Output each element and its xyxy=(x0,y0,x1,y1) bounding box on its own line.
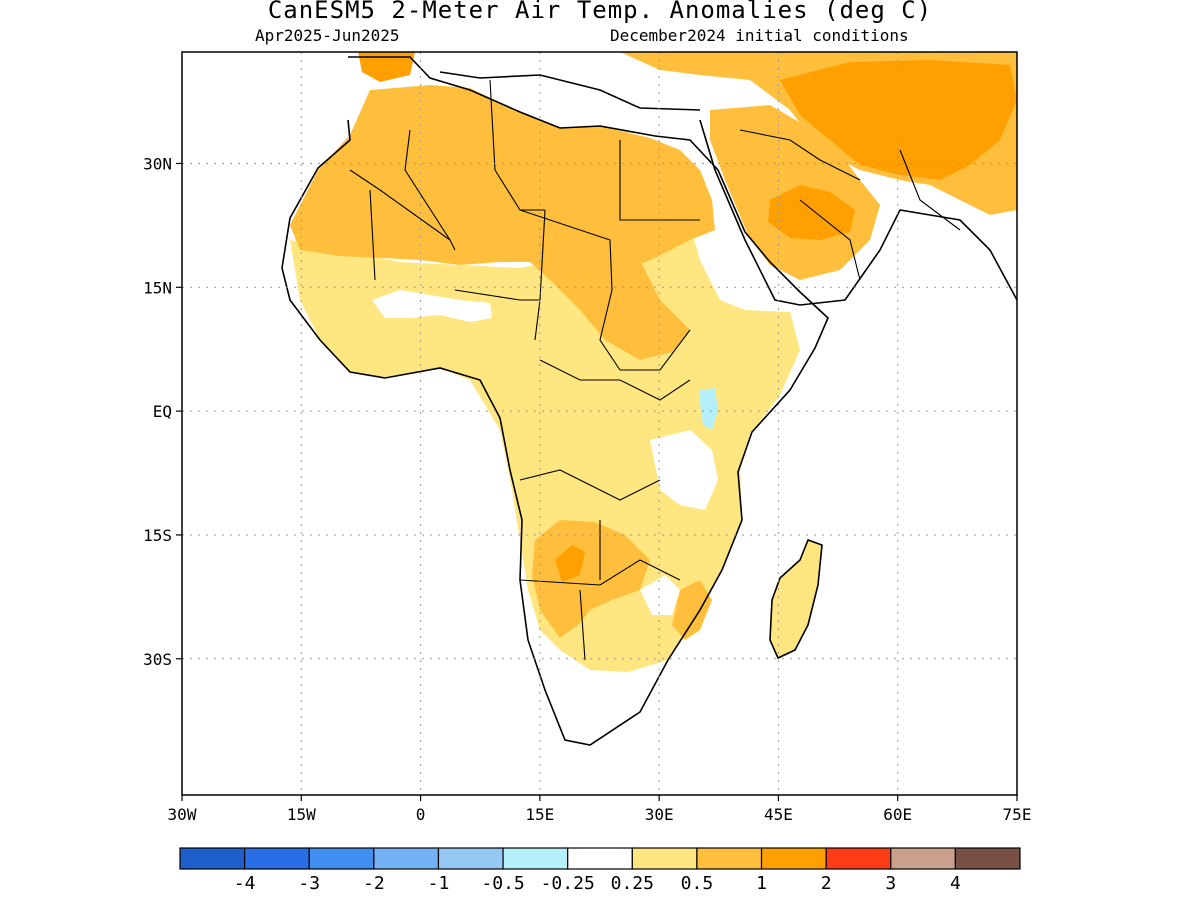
neutral-south-africa xyxy=(545,650,668,745)
lon-tick-label: 15W xyxy=(287,805,316,824)
lon-tick-label: 30E xyxy=(645,805,674,824)
colorbar-swatch xyxy=(890,847,956,870)
anomaly-1-to-2-southern-africa xyxy=(555,545,585,582)
anomaly-1-to-2-iran xyxy=(780,60,1017,180)
lon-tick-label: 15E xyxy=(525,805,554,824)
map-gridlines xyxy=(182,52,1017,795)
lat-tick-label: 15S xyxy=(143,526,172,545)
colorbar-swatch xyxy=(760,847,827,870)
colorbar-label: -3 xyxy=(298,873,320,894)
colorbar-label: 4 xyxy=(950,873,961,894)
neutral-west-africa xyxy=(372,290,492,322)
colorbar-swatch xyxy=(567,847,633,870)
lat-tick-label: 30S xyxy=(143,650,172,669)
longitude-axis: 30W 15W 0 15E 30E 45E 60E 75E xyxy=(168,795,1032,824)
neutral-east-africa xyxy=(650,430,718,510)
colorbar-swatch xyxy=(373,847,440,870)
colorbar-label: 0.25 xyxy=(611,873,654,894)
anomaly-0-5-to-1-east-africa xyxy=(672,580,712,640)
anomaly-negative-east-africa xyxy=(700,388,718,430)
anomaly-0-5-to-1-sahel xyxy=(540,230,690,360)
map-title: CanESM5 2-Meter Air Temp. Anomalies (deg… xyxy=(267,0,933,24)
colorbar-swatch xyxy=(308,847,375,870)
colorbar-label: -0.25 xyxy=(541,873,595,894)
anomaly-0-5-to-1-southern-africa xyxy=(532,520,650,638)
colorbar-swatch xyxy=(696,847,763,870)
anomaly-1-to-2-mediterranean xyxy=(358,52,415,82)
colorbar-swatch xyxy=(502,847,569,870)
colorbar-label: -2 xyxy=(363,873,385,894)
lat-tick-label: 15N xyxy=(143,278,172,297)
lon-tick-label: 60E xyxy=(883,805,912,824)
colorbar-swatch xyxy=(954,847,1021,870)
colorbar-label: 2 xyxy=(821,873,832,894)
lon-tick-label: 0 xyxy=(416,805,426,824)
colorbar-swatch xyxy=(437,847,504,870)
lon-tick-label: 75E xyxy=(1003,805,1032,824)
colorbar-swatch xyxy=(244,847,310,870)
anomaly-0-5-to-1-north-africa xyxy=(290,85,715,300)
colorbar-label: -4 xyxy=(234,873,256,894)
initial-conditions: December2024 initial conditions xyxy=(610,26,909,45)
colorbar-label: 0.5 xyxy=(681,873,714,894)
land-madagascar xyxy=(770,540,822,658)
coastlines xyxy=(281,56,1017,746)
lat-tick-label: 30N xyxy=(143,154,172,173)
colorbar-label: -0.5 xyxy=(481,873,524,894)
latitude-axis: 30N 15N EQ 15S 30S xyxy=(143,154,182,669)
colorbar-swatch xyxy=(179,847,246,870)
lon-tick-label: 45E xyxy=(764,805,793,824)
forecast-period: Apr2025-Jun2025 xyxy=(255,26,400,45)
map-frame xyxy=(181,51,1018,796)
neutral-zimbabwe xyxy=(640,575,680,615)
colorbar: -4 -3 -2 -1 -0.5 -0.25 0.25 0.5 1 2 3 4 xyxy=(179,847,1021,894)
colorbar-label: -1 xyxy=(428,873,450,894)
colorbar-label: 3 xyxy=(885,873,896,894)
map-area xyxy=(281,52,1017,746)
lon-tick-label: 30W xyxy=(168,805,197,824)
colorbar-swatch xyxy=(825,847,892,870)
colorbar-label: 1 xyxy=(756,873,767,894)
colorbar-swatch xyxy=(631,847,698,870)
lat-tick-label: EQ xyxy=(153,402,172,421)
